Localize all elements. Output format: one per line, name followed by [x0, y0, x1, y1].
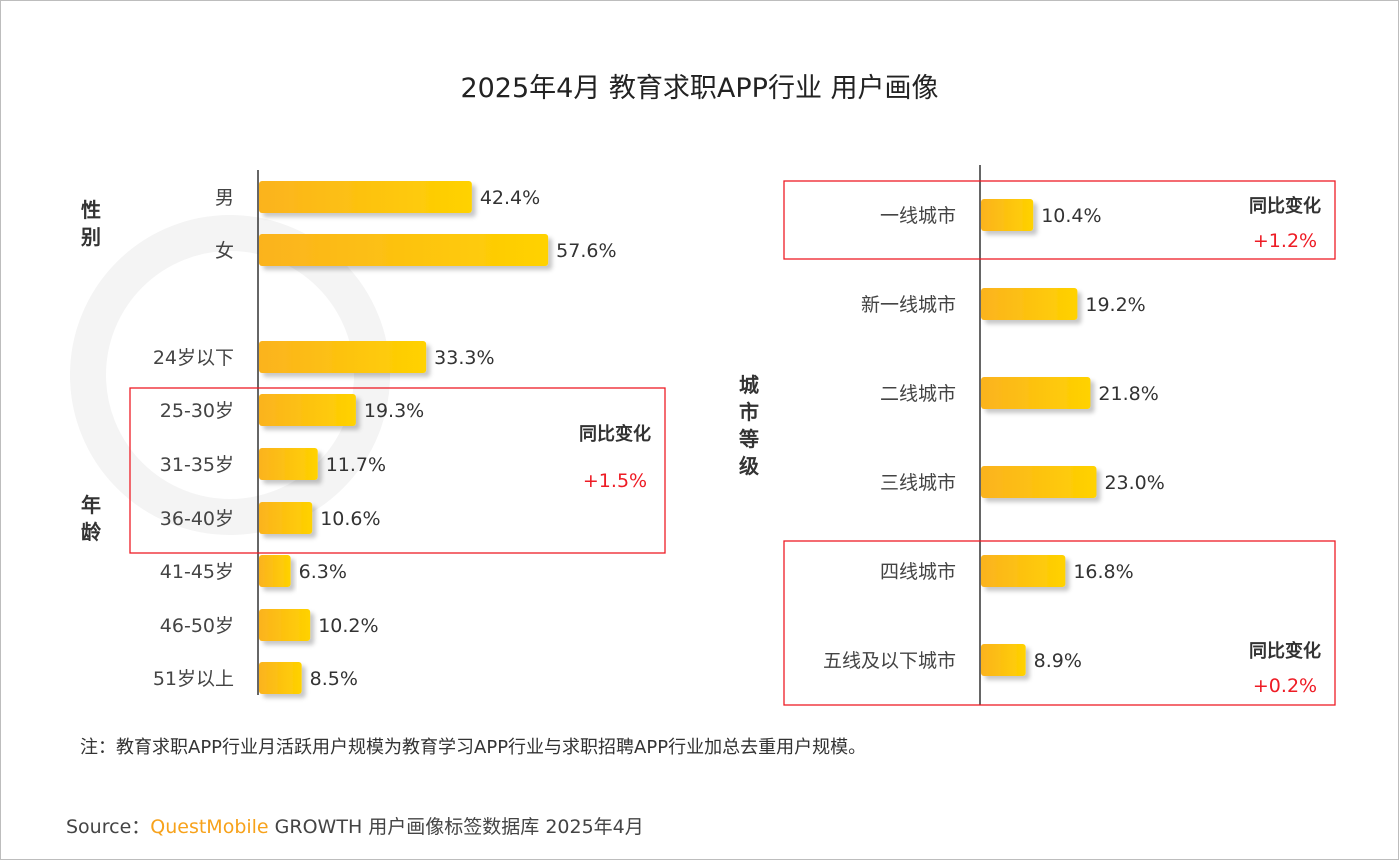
highlight-box — [129, 387, 666, 554]
value-label: 16.8% — [1073, 561, 1133, 583]
category-label: 36-40岁 — [160, 508, 234, 530]
category-label: 五线及以下城市 — [823, 650, 956, 672]
value-label: 33.3% — [434, 347, 494, 369]
yoy-value: +1.2% — [1253, 230, 1317, 252]
value-label: 6.3% — [299, 561, 347, 583]
bar-0-1-6 — [259, 662, 302, 694]
bar-1-0-4 — [981, 555, 1066, 587]
value-label: 23.0% — [1104, 472, 1164, 494]
value-label: 8.9% — [1034, 650, 1082, 672]
group-label-age: 年龄 — [81, 493, 101, 544]
bar-0-1-0 — [259, 341, 427, 373]
value-label: 10.2% — [318, 615, 378, 637]
bar-0-0-0 — [259, 181, 472, 213]
category-label: 男 — [215, 187, 234, 209]
value-label: 10.4% — [1041, 205, 1101, 227]
yoy-label: 同比变化 — [579, 423, 651, 445]
source-brand: QuestMobile — [150, 816, 269, 838]
bar-0-1-2 — [259, 448, 318, 480]
value-label: 10.6% — [320, 508, 380, 530]
category-label: 25-30岁 — [160, 400, 234, 422]
category-label: 女 — [215, 240, 234, 262]
category-label: 二线城市 — [880, 383, 956, 405]
bar-0-1-3 — [259, 502, 313, 534]
bar-0-1-1 — [259, 394, 356, 426]
highlight-box — [783, 180, 1336, 260]
bar-0-1-5 — [259, 609, 311, 641]
category-label: 24岁以下 — [153, 347, 234, 369]
category-label: 46-50岁 — [160, 615, 234, 637]
yoy-value: +0.2% — [1253, 675, 1317, 697]
value-label: 57.6% — [556, 240, 616, 262]
category-label: 一线城市 — [880, 205, 956, 227]
value-label: 19.3% — [364, 400, 424, 422]
group-label-gender: 性别 — [81, 198, 101, 249]
bar-1-0-0 — [981, 199, 1034, 231]
yoy-value: +1.5% — [583, 470, 647, 492]
value-label: 21.8% — [1098, 383, 1158, 405]
source-prefix: Source： — [66, 816, 151, 838]
category-label: 51岁以上 — [153, 668, 234, 690]
bar-1-0-2 — [981, 377, 1091, 409]
value-label: 8.5% — [310, 668, 358, 690]
category-label: 新一线城市 — [861, 294, 956, 316]
source-text: GROWTH 用户画像标签数据库 2025年4月 — [268, 816, 644, 838]
bar-1-0-1 — [981, 288, 1078, 320]
category-label: 41-45岁 — [160, 561, 234, 583]
bar-1-0-3 — [981, 466, 1097, 498]
category-label: 31-35岁 — [160, 454, 234, 476]
bar-0-0-1 — [259, 234, 549, 266]
yoy-label: 同比变化 — [1249, 640, 1321, 662]
category-label: 三线城市 — [880, 472, 956, 494]
source-line: Source：QuestMobile GROWTH 用户画像标签数据库 2025… — [66, 812, 644, 839]
category-label: 四线城市 — [880, 561, 956, 583]
highlight-box — [783, 540, 1336, 706]
chart-title: 2025年4月 教育求职APP行业 用户画像 — [460, 73, 939, 104]
bar-0-1-4 — [259, 555, 291, 587]
yoy-label: 同比变化 — [1249, 195, 1321, 217]
value-label: 19.2% — [1085, 294, 1145, 316]
footnote: 注：教育求职APP行业月活跃用户规模为教育学习APP行业与求职招聘APP行业加总… — [80, 737, 867, 758]
value-label: 42.4% — [480, 187, 540, 209]
group-label-city-tier: 城市等级 — [739, 373, 759, 478]
bar-1-0-5 — [981, 644, 1026, 676]
value-label: 11.7% — [326, 454, 386, 476]
